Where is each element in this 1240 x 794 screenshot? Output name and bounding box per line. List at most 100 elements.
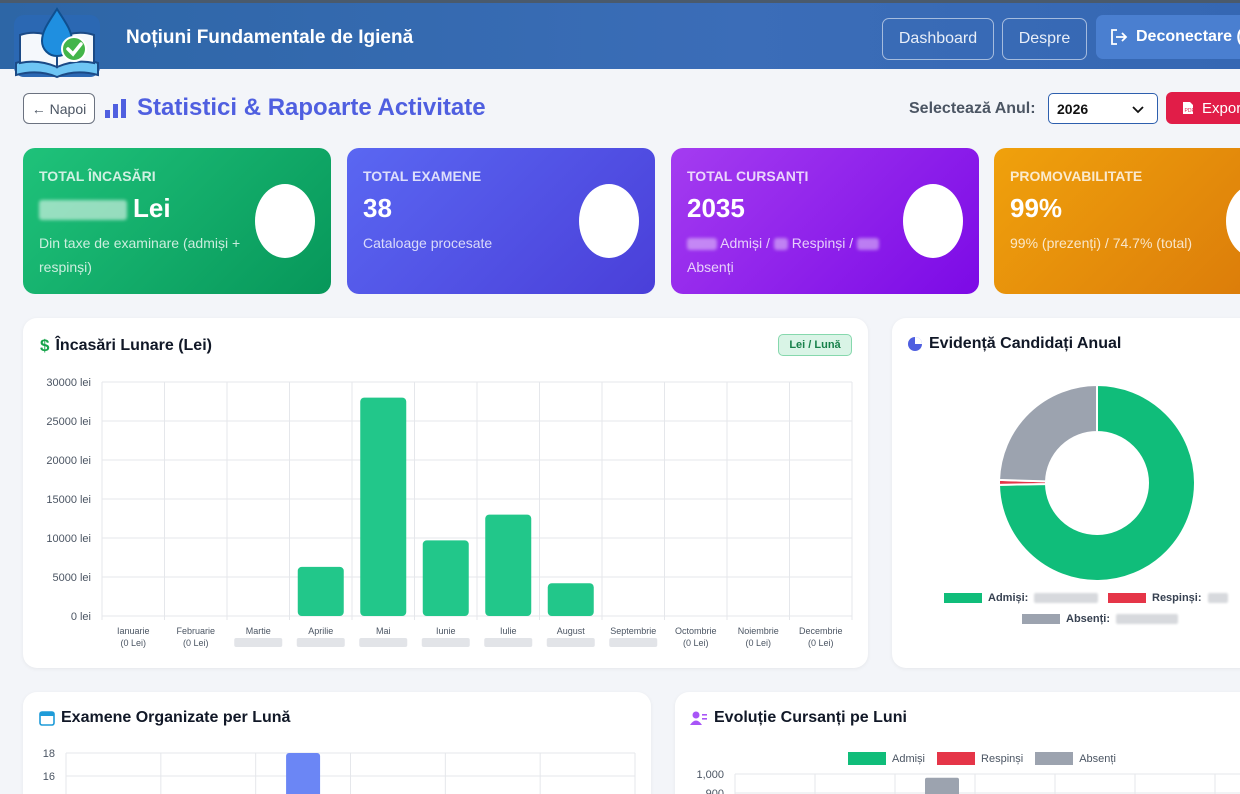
redacted-value: [687, 238, 717, 251]
y-tick-label: 5000 lei: [52, 572, 91, 584]
app-title: Noțiuni Fundamentale de Igienă: [126, 27, 414, 48]
y-tick-label: 900: [706, 788, 724, 794]
absent-bar: [925, 777, 959, 794]
evolution-legend: Admiși Respinși Absenți: [848, 752, 1116, 765]
exams-panel: [23, 692, 651, 794]
redacted-sublabel: [421, 638, 470, 647]
income-bar: [360, 397, 407, 616]
evolution-title: Evoluție Cursanți pe Luni: [690, 709, 907, 727]
legend-label[interactable]: Absenți: [1079, 752, 1116, 765]
logout-button[interactable]: Deconectare (: [1096, 15, 1240, 59]
panel-title-text: Încasări Lunare (Lei): [55, 337, 212, 354]
card-label: TOTAL CURSANȚI: [687, 168, 809, 184]
x-tick-label: Iulie: [500, 626, 517, 636]
legend-swatch: [1022, 614, 1060, 624]
legend-admitted[interactable]: Admiși:: [944, 592, 1099, 604]
x-tick-sublabel: (0 Lei): [120, 638, 146, 648]
x-tick-label: Aprilie: [308, 626, 333, 636]
evolution-panel: [675, 692, 1240, 794]
nav-dashboard-button[interactable]: Dashboard: [882, 18, 994, 60]
legend-swatch-absent: [1035, 752, 1074, 765]
legend-swatch-rejected: [937, 752, 976, 765]
app-header: Noțiuni Fundamentale de Igienă Dashboard…: [0, 0, 1240, 79]
unit-badge: Lei / Lună: [778, 334, 852, 356]
exam-bar: [286, 753, 321, 794]
currency-label: Lei: [133, 193, 171, 223]
calendar-icon: [39, 711, 55, 726]
y-tick-label: 20000 lei: [46, 455, 91, 467]
card-value: 38: [363, 193, 392, 223]
y-tick-label: 0 lei: [71, 611, 91, 623]
x-tick-label: Septembrie: [610, 626, 656, 636]
redacted-sublabel: [359, 638, 408, 647]
redacted-value: [857, 238, 880, 251]
y-tick-label: 10000 lei: [46, 533, 91, 545]
candidates-donut-chart: [997, 383, 1196, 582]
x-tick-label: Noiembrie: [738, 626, 779, 636]
legend-rejected[interactable]: Respinși:: [1108, 592, 1228, 604]
x-tick-label: Decembrie: [799, 626, 843, 636]
card-pass-rate: PROMOVABILITATE 99% 99% (prezenți) / 74.…: [994, 148, 1240, 294]
nav-despre-button[interactable]: Despre: [1002, 18, 1087, 60]
bar-chart-icon: [105, 99, 126, 118]
card-subtitle: 99% (prezenți) / 74.7% (total): [1010, 235, 1193, 251]
card-icon-circle: [903, 184, 963, 258]
x-tick-sublabel: (0 Lei): [183, 638, 209, 648]
legend-label[interactable]: Admiși: [892, 752, 926, 765]
card-value: 2035: [687, 193, 745, 223]
svg-text:PDF: PDF: [1185, 108, 1195, 114]
card-label: PROMOVABILITATE: [1010, 168, 1143, 184]
dollar-icon: $: [40, 336, 50, 355]
monthly-income-title: $ Încasări Lunare (Lei): [40, 336, 212, 356]
redacted-value: [1034, 593, 1099, 603]
donut-slice: [998, 383, 1098, 483]
x-tick-label: Mai: [376, 626, 391, 636]
y-tick-label: 15000 lei: [46, 494, 91, 506]
x-tick-label: Iunie: [436, 626, 456, 636]
export-pdf-button[interactable]: PDF Expor: [1166, 92, 1240, 124]
income-bar: [485, 514, 532, 616]
back-button[interactable]: ← Napoi: [23, 93, 95, 124]
y-tick-label: 1,000: [696, 769, 724, 781]
year-select[interactable]: 2026: [1048, 93, 1158, 124]
income-bar: [422, 540, 469, 616]
y-tick-label: 30000 lei: [46, 377, 91, 389]
x-tick-label: August: [557, 626, 586, 636]
legend-swatch-admitted: [848, 752, 886, 765]
x-tick-label: Martie: [246, 626, 271, 636]
pie-chart-icon: [908, 337, 922, 351]
y-tick-label: 18: [43, 748, 55, 760]
rejected-text: Respinși /: [791, 235, 854, 251]
absent-text: Absenți: [687, 259, 734, 275]
legend-label: Absenți:: [1066, 613, 1110, 625]
evolution-chart: 1,000 900: [696, 769, 1240, 794]
redacted-sublabel: [296, 638, 345, 647]
x-tick-label: Februarie: [176, 626, 215, 636]
card-value: Lei: [39, 193, 171, 224]
logout-label: Deconectare (: [1136, 28, 1240, 45]
card-icon-circle: [1226, 184, 1240, 258]
exams-title: Examene Organizate per Lună: [39, 709, 290, 727]
card-icon-circle: [579, 184, 639, 258]
redacted-sublabel: [546, 638, 595, 647]
redacted-value: [1207, 593, 1228, 603]
legend-swatch: [1108, 593, 1146, 603]
export-label: Expor: [1202, 99, 1240, 117]
card-icon-circle: [255, 184, 315, 258]
users-icon: [690, 711, 707, 725]
redacted-sublabel: [234, 638, 283, 647]
panel-title-text: Evoluție Cursanți pe Luni: [714, 709, 907, 726]
legend-absent[interactable]: Absenți:: [1022, 613, 1178, 625]
y-tick-label: 25000 lei: [46, 416, 91, 428]
legend-label[interactable]: Respinși: [981, 752, 1024, 765]
redacted-sublabel: [609, 638, 658, 647]
page-title: Statistici & Rapoarte Activitate: [104, 94, 486, 122]
legend-label: Admiși:: [988, 592, 1029, 604]
card-subtitle: Din taxe de examinare (admiși + respinși…: [39, 235, 241, 275]
year-label: Selectează Anul:: [909, 100, 1036, 117]
monthly-income-chart: 0 lei 5000 lei 10000 lei 15000 lei 20000 lei…: [46, 377, 853, 648]
book-droplet-logo-icon[interactable]: [8, 5, 106, 83]
redacted-value: [39, 200, 127, 221]
page-title-text: Statistici & Rapoarte Activitate: [137, 94, 486, 121]
